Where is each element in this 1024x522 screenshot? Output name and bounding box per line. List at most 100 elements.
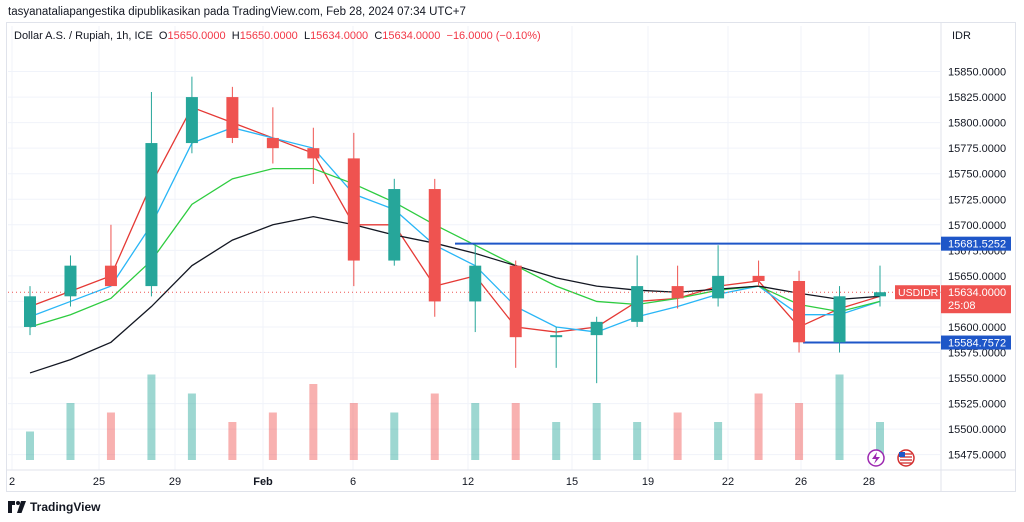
candle-body-13 [550,335,563,338]
y-tick-label-0: 15475.0000 [948,450,1006,462]
last-price-text: 15634.0000 [948,287,1006,299]
volume-bar-6 [268,412,277,460]
volume-bar-17 [714,422,723,460]
volume-bar-14 [592,403,601,460]
flag-canton [899,452,905,457]
candle-body-4 [185,97,198,144]
y-tick-label-14: 15825.0000 [948,92,1006,104]
y-tick-label-1: 15500.0000 [948,424,1006,436]
volume-bar-19 [795,403,804,460]
volume-bar-4 [187,393,196,460]
candle-body-1 [64,265,77,297]
ma-line-1 [29,127,881,333]
y-tick-label-3: 15550.0000 [948,373,1006,385]
high-label: H [231,30,240,42]
symbol-tag-text: USDIDR [898,287,939,299]
low-value: 15634.0000 [310,30,369,42]
candle-body-19 [793,280,806,343]
y-tick-label-8: 15675.0000 [948,245,1006,257]
close-value: 15634.0000 [382,30,441,42]
volume-bar-18 [754,393,763,460]
y-tick-label-7: 15650.0000 [948,271,1006,283]
candle-body-14 [590,321,603,336]
candle-body-5 [226,97,239,138]
y-tick-label-5: 15600.0000 [948,322,1006,334]
y-tick-label-10: 15725.0000 [948,194,1006,206]
level-tag-lower-text: 15584.7572 [948,338,1006,350]
x-tick-label-6: 15 [566,476,578,488]
volume-bar-13 [552,422,561,460]
brand-name: TradingView [30,500,101,514]
close-label: C [374,30,383,42]
change-value: −16.0000 (−0.10%) [446,30,541,42]
y-tick-label-9: 15700.0000 [948,220,1006,232]
high-value: 15650.0000 [239,30,298,42]
symbol-tag-box [895,285,940,300]
publish-caption: tasyanataliapangestika dipublikasikan pa… [8,6,466,18]
y-tick-label-11: 15750.0000 [948,169,1006,181]
volume-bar-3 [147,374,156,460]
candle-body-18 [752,275,765,281]
open-value: 15650.0000 [167,30,226,42]
x-tick-label-3: Feb [253,476,273,488]
candle-body-8 [347,158,360,261]
volume-bar-16 [673,412,682,460]
volume-bar-12 [511,403,520,460]
x-tick-label-1: 25 [93,476,105,488]
candle-body-21 [874,292,886,297]
candle-body-0 [24,296,36,327]
open-label: O [158,30,168,42]
volume-bar-10 [430,393,439,460]
volume-bar-20 [835,374,844,460]
candle-body-7 [307,148,320,159]
symbol-legend: Dollar A.S. / Rupiah, 1h, ICE O15650.000… [14,30,541,42]
volume-bar-0 [26,431,34,460]
volume-bar-11 [471,403,480,460]
y-tick-label-2: 15525.0000 [948,399,1006,411]
volume-bar-8 [349,403,358,460]
candle-body-12 [509,265,522,338]
candle-body-6 [266,137,279,149]
ma-line-0 [29,106,881,333]
y-tick-label-4: 15575.0000 [948,348,1006,360]
x-tick-label-9: 26 [795,476,807,488]
tradingview-logo-icon [8,501,26,513]
candle-body-16 [671,286,684,299]
volume-bar-21 [876,422,884,460]
volume-bar-15 [633,422,642,460]
tradingview-brand[interactable]: TradingView [8,500,100,514]
candle-body-2 [104,265,117,287]
symbol-name: Dollar A.S. / Rupiah, 1h, ICE [14,30,153,42]
x-tick-label-2: 29 [169,476,181,488]
countdown-text: 25:08 [948,300,976,312]
last-price-box [941,285,1011,314]
volume-bar-5 [228,422,237,460]
candle-body-17 [712,275,725,299]
lightning-glyph-icon [872,452,880,464]
volume-bar-1 [66,403,75,460]
currency-label: IDR [952,30,971,42]
x-tick-label-5: 12 [462,476,474,488]
candle-body-11 [469,265,482,302]
level-tag-upper-box [941,236,1011,251]
volume-bar-7 [309,384,318,460]
volume-bar-9 [390,412,399,460]
y-tick-label-13: 15800.0000 [948,118,1006,130]
y-tick-label-12: 15775.0000 [948,143,1006,155]
low-label: L [303,30,311,42]
y-tick-label-15: 15850.0000 [948,67,1006,79]
candle-body-15 [631,286,644,322]
candle-body-3 [145,143,158,287]
x-tick-label-4: 6 [350,476,356,488]
x-tick-label-10: 28 [863,476,875,488]
x-tick-label-0: 2 [9,476,15,488]
volume-bar-2 [106,412,115,460]
x-tick-label-8: 22 [722,476,734,488]
candle-body-20 [833,296,846,343]
level-tag-lower-box [941,335,1011,350]
candle-body-10 [428,189,441,302]
candle-body-9 [388,189,401,261]
x-tick-label-7: 19 [642,476,654,488]
level-tag-upper-text: 15681.5252 [948,239,1006,251]
